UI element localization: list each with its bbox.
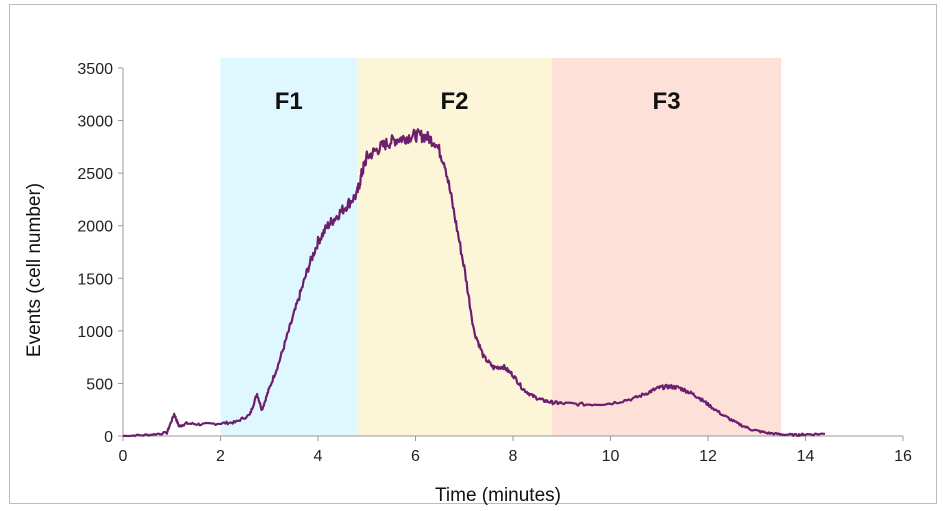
band-f2 [357,58,552,436]
x-tick-label: 12 [699,448,717,465]
band-f1 [220,58,357,436]
x-axis-title: Time (minutes) [435,485,561,506]
series-lines [122,128,826,438]
y-tick-label: 1000 [77,324,113,341]
band-label-f2: F2 [440,88,468,115]
y-tick-label: 500 [86,376,113,393]
x-tick-label: 6 [411,448,420,465]
series-line-0 [122,128,826,438]
y-tick-label: 3500 [77,61,113,78]
band-label-f1: F1 [275,88,303,115]
x-tick-label: 0 [119,448,128,465]
y-tick-label: 2500 [77,166,113,183]
fraction-bands: F1 F2 F3 [220,58,782,436]
x-tick-label: 10 [602,448,620,465]
x-tick-label: 14 [797,448,815,465]
band-label-f3: F3 [653,88,681,115]
y-tick-label: 2000 [77,219,113,236]
x-tick-label: 8 [509,448,518,465]
x-tick-label: 4 [314,448,323,465]
tick-labels: 0 2 4 6 8 10 12 14 16 0 500 1000 1500 2000 2500 3000 350… [77,61,912,465]
y-tick-label: 0 [104,429,113,446]
y-tick-label: 3000 [77,114,113,131]
y-tick-label: 1500 [77,271,113,288]
y-axis-title: Events (cell number) [24,183,45,357]
band-f3 [552,58,782,436]
x-tick-label: 16 [894,448,912,465]
x-tick-label: 2 [216,448,225,465]
